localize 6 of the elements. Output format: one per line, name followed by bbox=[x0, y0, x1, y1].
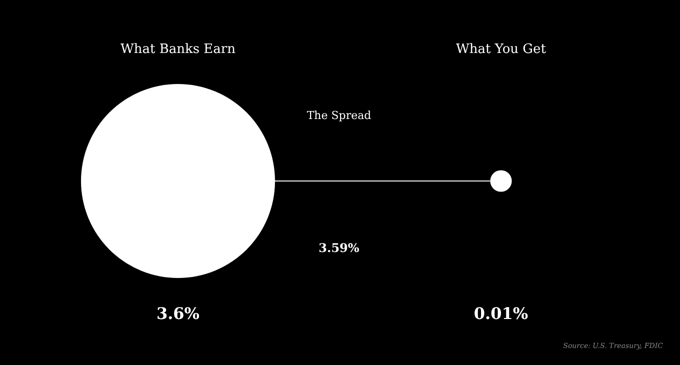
category-label: What Banks Earn bbox=[120, 42, 236, 57]
category-label: What You Get bbox=[456, 42, 547, 57]
data-label: 3.6% bbox=[156, 304, 200, 323]
text: 3.59% bbox=[318, 241, 360, 255]
data-label: 0.01% bbox=[474, 304, 528, 323]
text: The Spread bbox=[306, 109, 372, 122]
